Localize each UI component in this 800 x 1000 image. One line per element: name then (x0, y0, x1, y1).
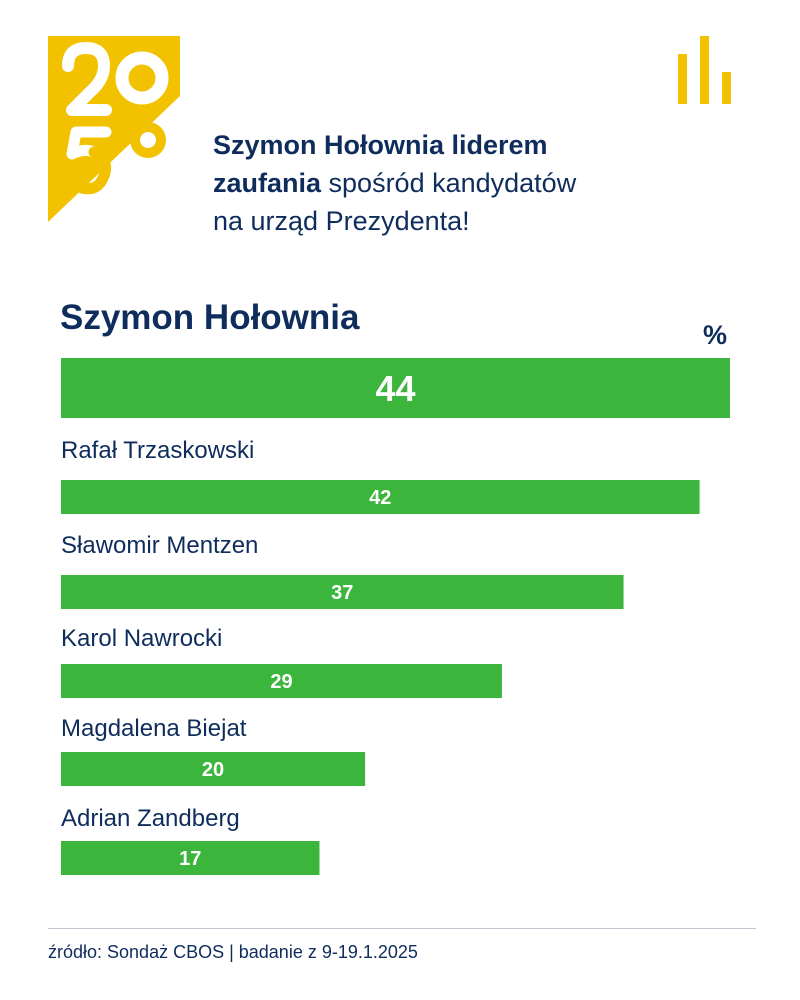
bar-karol-nawrocki (61, 664, 502, 698)
bar-rafal-trzaskowski (61, 480, 700, 514)
bar-slawomir-mentzen (61, 575, 624, 609)
category-label-karol-nawrocki: Karol Nawrocki (61, 625, 222, 652)
source-note: źródło: Sondaż CBOS | badanie z 9-19.1.2… (48, 942, 418, 962)
bar-adrian-zandberg (61, 841, 320, 875)
headline-bold-2: zaufania (213, 168, 322, 198)
headline-rest: spośród kandydatów (321, 168, 577, 198)
value-label-karol-nawrocki: 29 (270, 671, 292, 693)
footer-divider (48, 928, 756, 929)
value-label-szymon-holownia: 44 (375, 368, 415, 409)
category-label-slawomir-mentzen: Sławomir Mentzen (61, 532, 258, 559)
headline-bold: Szymon Hołownia liderem (213, 130, 548, 160)
percent-unit-label: % (703, 320, 728, 350)
logo-2050 (48, 36, 180, 222)
bar-szymon-holownia (61, 358, 730, 418)
value-label-magdalena-biejat: 20 (202, 759, 224, 781)
leader-name: Szymon Hołownia (60, 298, 360, 337)
category-label-rafal-trzaskowski: Rafał Trzaskowski (61, 437, 254, 464)
category-label-adrian-zandberg: Adrian Zandberg (61, 805, 240, 832)
headline: Szymon Hołownia liderem zaufania spośród… (213, 126, 773, 240)
value-label-slawomir-mentzen: 37 (331, 582, 353, 604)
value-label-rafal-trzaskowski: 42 (369, 487, 391, 509)
bar-chart-icon (678, 36, 731, 104)
value-label-adrian-zandberg: 17 (179, 848, 201, 870)
bar-magdalena-biejat (61, 752, 366, 786)
category-label-magdalena-biejat: Magdalena Biejat (61, 715, 247, 742)
headline-line3: na urząd Prezydenta! (213, 206, 470, 236)
